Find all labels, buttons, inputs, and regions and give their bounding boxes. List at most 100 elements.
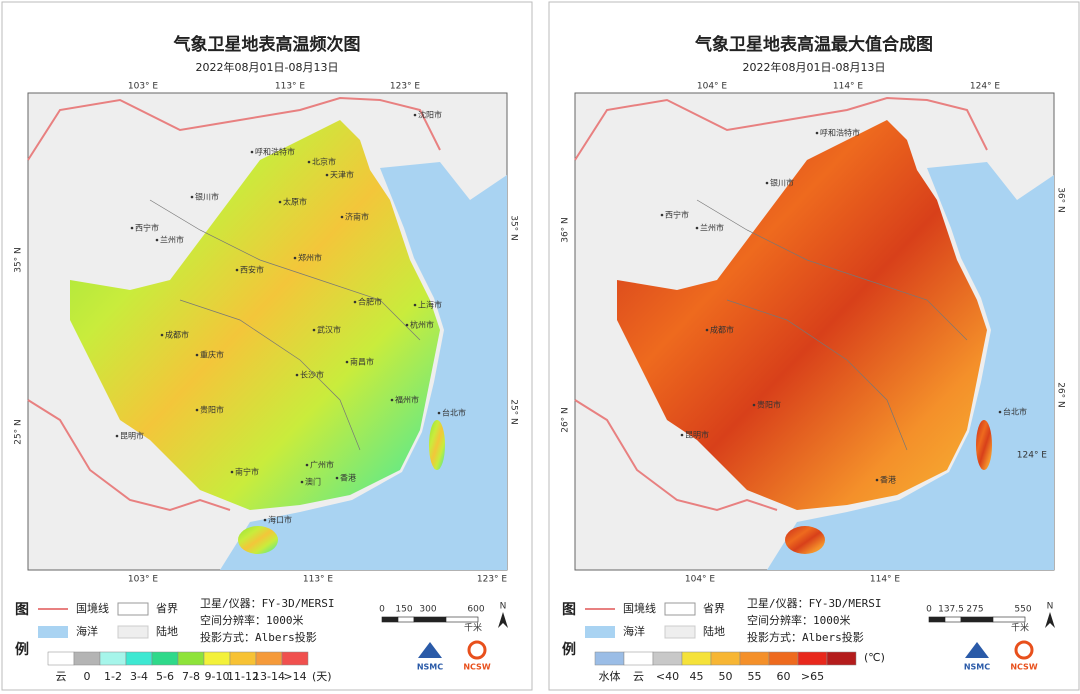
logo: NCSW bbox=[463, 663, 490, 672]
scale-bar bbox=[413, 616, 447, 623]
color-label: 9-10 bbox=[205, 670, 230, 683]
land-swatch bbox=[117, 625, 149, 639]
city-dot bbox=[413, 303, 417, 307]
color-label: 1-2 bbox=[104, 670, 122, 683]
city-dot bbox=[300, 480, 304, 484]
legend-item: 陆地 bbox=[156, 624, 178, 638]
panel-border bbox=[548, 1, 1080, 691]
lon-label: 103° E bbox=[128, 82, 159, 92]
scale-bar bbox=[992, 616, 1026, 623]
province-line bbox=[726, 299, 908, 451]
color-label: 55 bbox=[748, 670, 762, 683]
info-text: 投影方式：Albers投影 bbox=[747, 630, 864, 644]
scale-label: 0 bbox=[926, 605, 932, 615]
color-swatch bbox=[710, 651, 741, 666]
city-dot bbox=[437, 411, 441, 415]
color-swatch bbox=[681, 651, 712, 666]
scale-label: 0 bbox=[379, 605, 385, 615]
color-swatch bbox=[797, 651, 828, 666]
city-dot bbox=[250, 150, 254, 154]
city-label: 西宁市 bbox=[665, 210, 689, 220]
city-dot bbox=[413, 113, 417, 117]
color-swatch bbox=[229, 651, 257, 666]
city-label: 贵阳市 bbox=[200, 405, 224, 415]
ncsw-icon bbox=[467, 640, 487, 660]
panel-border bbox=[1, 1, 533, 691]
city-dot bbox=[115, 434, 119, 438]
lat-label: 26° N bbox=[1056, 382, 1066, 408]
city-dot bbox=[325, 173, 329, 177]
city-dot bbox=[130, 226, 134, 230]
city-label: 银川市 bbox=[195, 192, 219, 202]
city-label: 天津市 bbox=[330, 170, 354, 180]
city-label: 南宁市 bbox=[235, 467, 259, 477]
scale-bar bbox=[928, 616, 946, 623]
color-swatch bbox=[177, 651, 205, 666]
scale-label: 300 bbox=[419, 605, 436, 615]
city-label: 北京市 bbox=[312, 157, 336, 167]
color-label: 60 bbox=[777, 670, 791, 683]
city-dot bbox=[353, 300, 357, 304]
city-dot bbox=[312, 328, 316, 332]
lat-label: 36° N bbox=[561, 217, 571, 243]
city-dot bbox=[263, 518, 267, 522]
color-label: >14 bbox=[283, 670, 306, 683]
city-label: 台北市 bbox=[1003, 407, 1027, 417]
city-dot bbox=[695, 226, 699, 230]
lat-label: 25° N bbox=[509, 399, 519, 425]
city-dot bbox=[390, 398, 394, 402]
lon-label: 113° E bbox=[303, 575, 334, 585]
city-dot bbox=[155, 238, 159, 242]
heat-region bbox=[70, 120, 440, 510]
color-label: 水体 bbox=[599, 669, 621, 683]
panel: 气象卫星地表高温频次图 2022年08月01日-08月13日呼和浩特市北京市天津市… bbox=[1, 1, 533, 691]
lon-label: 113° E bbox=[275, 82, 306, 92]
lat-label: 25° N bbox=[14, 419, 24, 445]
color-unit: (℃) bbox=[864, 651, 885, 664]
province-line bbox=[149, 199, 421, 341]
city-label: 济南市 bbox=[345, 212, 369, 222]
scale-label: 600 bbox=[467, 605, 484, 615]
city-label: 澳门 bbox=[305, 477, 321, 487]
lat-label: 36° N bbox=[1056, 187, 1066, 213]
city-dot bbox=[340, 215, 344, 219]
city-dot bbox=[230, 470, 234, 474]
city-dot bbox=[307, 160, 311, 164]
city-label: 海口市 bbox=[268, 515, 292, 525]
scale-bar bbox=[397, 616, 415, 623]
color-label: 3-4 bbox=[130, 670, 148, 683]
city-label: 太原市 bbox=[283, 197, 307, 207]
city-label: 武汉市 bbox=[317, 325, 341, 335]
city-label: 重庆市 bbox=[200, 350, 224, 360]
city-dot bbox=[765, 181, 769, 185]
scale-bar bbox=[381, 616, 399, 623]
legend-item: 省界 bbox=[703, 602, 725, 615]
info-text: 空间分辨率：1000米 bbox=[747, 613, 851, 627]
color-label: 云 bbox=[56, 670, 67, 683]
city-dot bbox=[235, 268, 239, 272]
north-arrow bbox=[498, 612, 508, 628]
scale-unit: 千米 bbox=[1011, 622, 1029, 634]
lon-label: 104° E bbox=[697, 82, 728, 92]
city-label: 广州市 bbox=[310, 460, 334, 470]
color-swatch bbox=[99, 651, 127, 666]
city-dot bbox=[752, 403, 756, 407]
scale-label: 550 bbox=[1014, 605, 1031, 615]
scale-bar bbox=[960, 616, 994, 623]
legend-heading: 图 bbox=[562, 602, 576, 618]
color-swatch bbox=[125, 651, 153, 666]
color-swatch bbox=[47, 651, 75, 666]
scale-label: 150 bbox=[395, 605, 412, 615]
sea-swatch bbox=[38, 626, 68, 638]
hainan bbox=[785, 526, 825, 554]
info-text: 卫星/仪器：FY-3D/MERSI bbox=[747, 597, 881, 610]
color-label: <40 bbox=[656, 670, 679, 683]
city-label: 郑州市 bbox=[298, 253, 322, 263]
color-label: 云 bbox=[633, 670, 644, 683]
legend-item: 陆地 bbox=[703, 624, 725, 638]
legend-item: 国境线 bbox=[76, 601, 109, 615]
city-dot bbox=[660, 213, 664, 217]
